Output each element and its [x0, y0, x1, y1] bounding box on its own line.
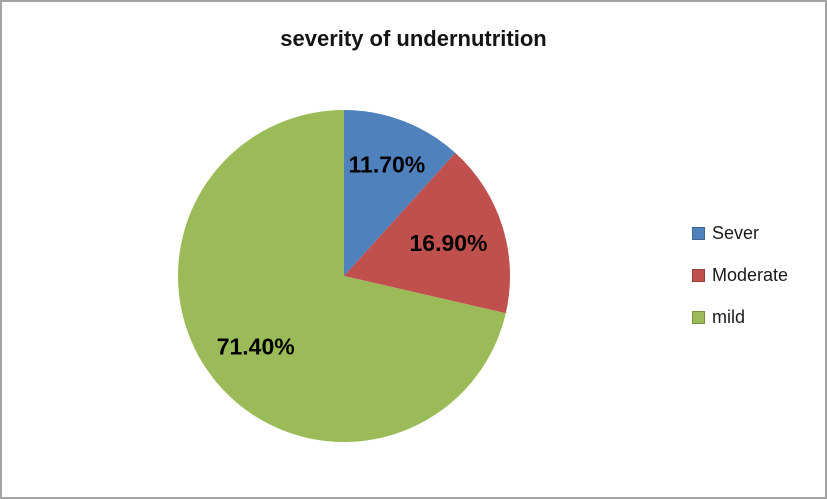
legend-swatch-moderate [692, 268, 705, 282]
legend-item-mild: mild [692, 305, 788, 329]
legend-swatch-sever [692, 226, 705, 240]
pie-slice-mild [177, 110, 506, 442]
data-label-mild: 71.40% [217, 333, 295, 359]
legend-swatch-mild [692, 310, 705, 324]
legend-label-sever: Sever [712, 222, 760, 243]
legend-item-moderate: Moderate [692, 263, 788, 287]
legend-label-moderate: Moderate [712, 264, 789, 285]
pie-slice-sever [344, 110, 456, 276]
chart-title: severity of undernutrition [280, 26, 547, 51]
legend-label-mild: mild [712, 306, 746, 327]
legend-item-sever: Sever [692, 221, 788, 245]
pie-slice-moderate [344, 152, 510, 314]
data-label-sever: 11.70% [349, 152, 426, 178]
data-label-moderate: 16.90% [409, 230, 487, 256]
legend: Sever Moderate mild [692, 221, 788, 329]
